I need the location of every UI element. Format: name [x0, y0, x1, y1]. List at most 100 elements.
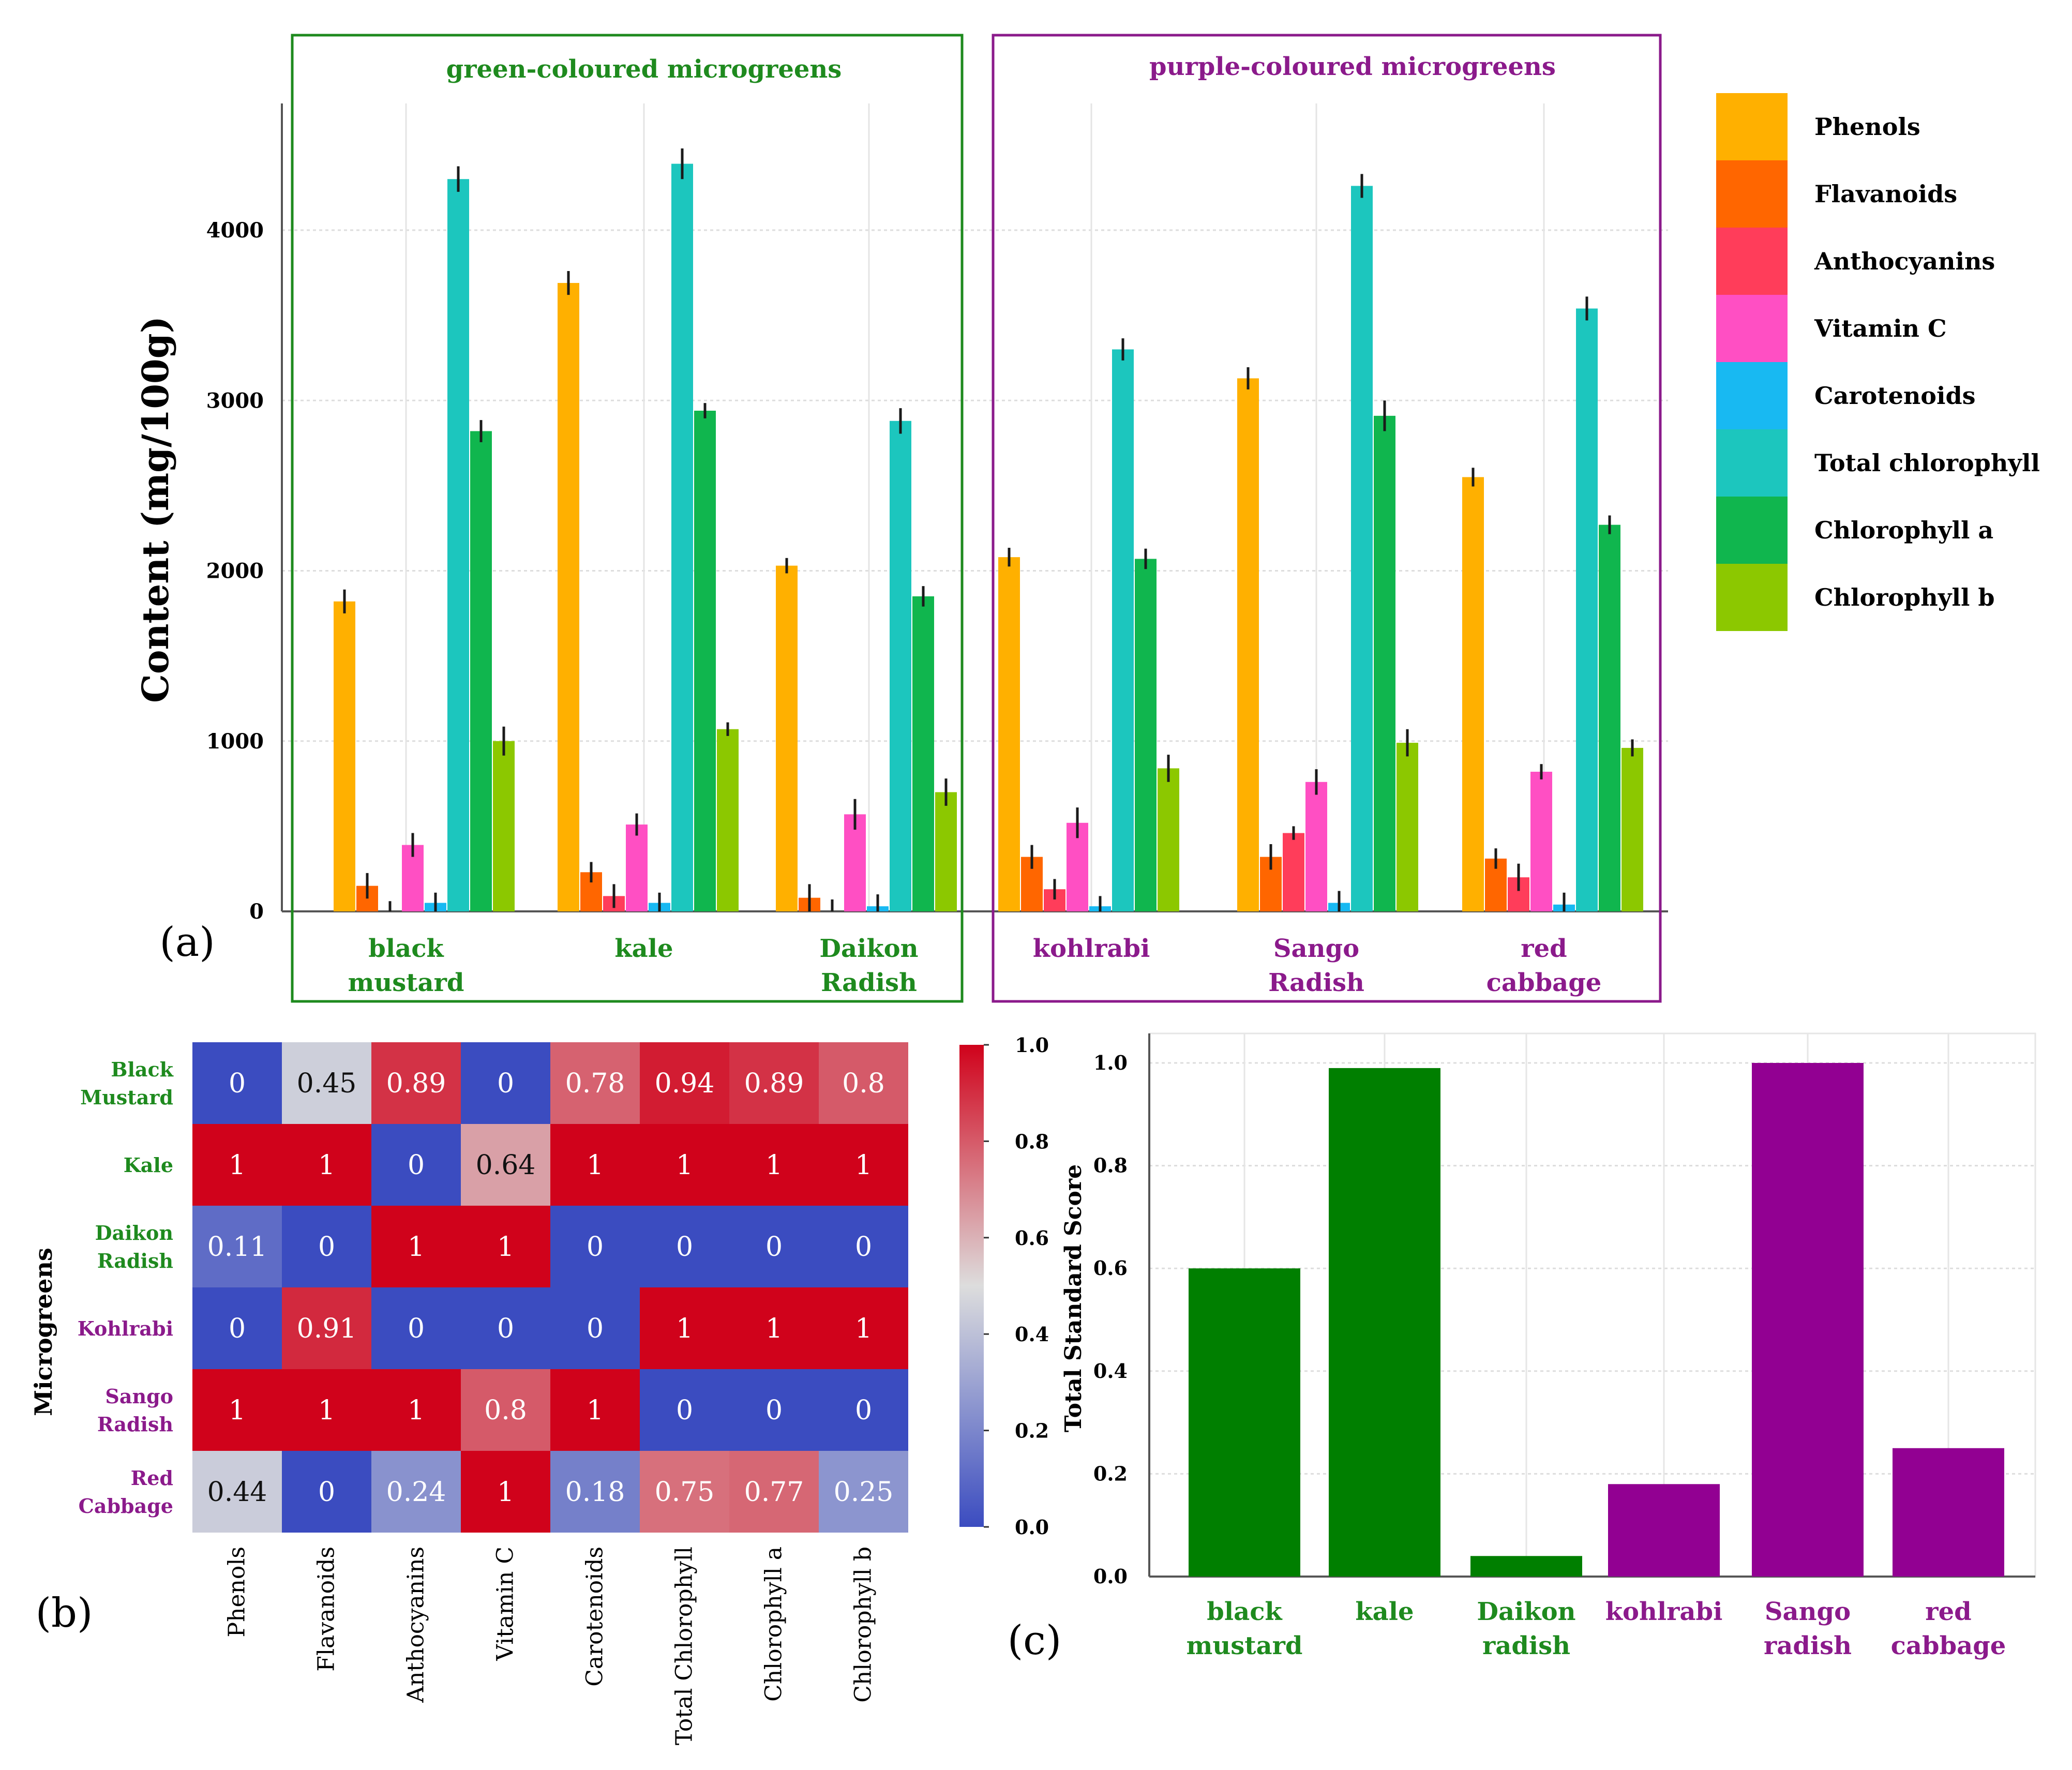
- x-tick-label: radish: [1764, 1631, 1852, 1660]
- y-tick-label: 0.2: [1093, 1462, 1128, 1485]
- heatmap-cell: [371, 1451, 461, 1533]
- heatmap-cell: [461, 1369, 550, 1451]
- heatmap-value: 1: [318, 1150, 335, 1181]
- bar: [1397, 743, 1418, 911]
- heatmap-value: 0: [229, 1068, 246, 1099]
- heatmap-cell: [819, 1451, 908, 1533]
- x-tick-label: Daikon: [1477, 1597, 1575, 1626]
- heatmap-value: 0: [587, 1232, 604, 1263]
- bar: [694, 411, 716, 911]
- heatmap-value: 1: [497, 1477, 514, 1508]
- heatmap-value: 0: [765, 1395, 783, 1426]
- bar: [717, 729, 739, 911]
- heatmap-value: 0: [497, 1313, 514, 1344]
- bar: [1189, 1268, 1300, 1577]
- heatmap-value: 1: [587, 1150, 604, 1181]
- heatmap-cell: [640, 1287, 729, 1369]
- panel-b-heatmap: 0 0.45 0.89 0 0.78 0.94 0.89 0.8 1 1 0 0.64 1 1 1 1 0.11…: [29, 1033, 1049, 1745]
- x-tick-label: radish: [1482, 1631, 1570, 1660]
- bar: [671, 163, 693, 911]
- x-tick-label: kale: [614, 934, 673, 963]
- panel-a-bar-chart: 0 1000 2000 3000 4000 Content (mg/100g) green-…: [134, 34, 2040, 1003]
- x-tick-label: Daikon: [819, 934, 918, 963]
- y-axis-label: Total Standard Score: [1060, 1164, 1087, 1432]
- group-box-green: [291, 34, 964, 1003]
- panel-label-c: (c): [1008, 1617, 1062, 1664]
- heatmap-cell: [550, 1369, 640, 1451]
- heatmap-value: 1: [765, 1150, 783, 1181]
- legend-label: Anthocyanins: [1814, 247, 1995, 275]
- heatmap-cell: [819, 1287, 908, 1369]
- colorbar-tick-label: 0.8: [1015, 1130, 1049, 1153]
- legend-swatch: [1716, 497, 1788, 564]
- heatmap-value: 1: [408, 1395, 425, 1426]
- heatmap-cell: [371, 1042, 461, 1124]
- heatmap-value: 0.89: [386, 1068, 446, 1099]
- group-title-purple: purple-coloured microgreens: [1149, 52, 1556, 81]
- heatmap-cell: [729, 1369, 819, 1451]
- heatmap-value: 0: [408, 1313, 425, 1344]
- heatmap-value: 0: [855, 1395, 872, 1426]
- y-tick-label: 3000: [206, 388, 264, 413]
- heatmap-cell: [371, 1287, 461, 1369]
- heatmap-col-label: Chlorophyll a: [761, 1547, 787, 1702]
- colorbar-tick-label: 0.6: [1015, 1226, 1049, 1250]
- y-tick-label: 1.0: [1093, 1051, 1128, 1074]
- x-tick-label: Sango: [1273, 934, 1359, 963]
- bar: [1462, 477, 1484, 911]
- heatmap-value: 1: [676, 1150, 693, 1181]
- heatmap-value: 0.44: [207, 1477, 267, 1508]
- bar: [334, 601, 355, 911]
- legend-label: Total chlorophyll: [1814, 449, 2040, 477]
- colorbar-tick-label: 1.0: [1015, 1033, 1049, 1057]
- heatmap-cell: [819, 1124, 908, 1206]
- heatmap-value: 1: [408, 1232, 425, 1263]
- heatmap-value: 0.45: [297, 1068, 357, 1099]
- heatmap-col-label: Carotenoids: [582, 1547, 608, 1687]
- heatmap-cell: [461, 1206, 550, 1287]
- bar: [447, 179, 469, 912]
- legend-swatch: [1716, 228, 1788, 295]
- y-tick-label: 1000: [206, 729, 264, 754]
- heatmap-value: 1: [855, 1150, 872, 1181]
- heatmap-value: 0.75: [655, 1477, 715, 1508]
- heatmap-value: 1: [318, 1395, 335, 1426]
- y-tick-label: 0: [249, 899, 264, 924]
- heatmap-cell: [729, 1206, 819, 1287]
- bar: [1893, 1448, 2004, 1577]
- legend-swatch: [1716, 295, 1788, 362]
- heatmap-value: 0: [229, 1313, 246, 1344]
- x-tick-label: Sango: [1765, 1597, 1851, 1626]
- colorbar-tick-label: 0.4: [1015, 1323, 1049, 1346]
- heatmap-cell: [550, 1451, 640, 1533]
- heatmap-cell: [461, 1451, 550, 1533]
- legend-swatch: [1716, 564, 1788, 631]
- heatmap-value: 0: [676, 1232, 693, 1263]
- heatmap-cell: [461, 1287, 550, 1369]
- bar: [1135, 559, 1157, 911]
- heatmap-value: 0: [497, 1068, 514, 1099]
- heatmap-col-label: Chlorophyll b: [850, 1547, 877, 1703]
- heatmap-value: 0.24: [386, 1477, 446, 1508]
- heatmap-cell: [640, 1369, 729, 1451]
- y-tick-label: 2000: [206, 559, 264, 583]
- bar: [1351, 186, 1373, 911]
- bar: [1752, 1063, 1864, 1577]
- y-axis-label: Content (mg/100g): [134, 316, 177, 703]
- heatmap-value: 1: [497, 1232, 514, 1263]
- heatmap-cell: [640, 1042, 729, 1124]
- heatmap-value: 0.8: [484, 1395, 527, 1426]
- heatmap-cell: [550, 1124, 640, 1206]
- legend-swatch: [1716, 93, 1788, 160]
- colorbar-tick-label: 0.2: [1015, 1419, 1049, 1443]
- heatmap-row-label: Sango: [105, 1385, 173, 1408]
- heatmap-cell: [282, 1206, 371, 1287]
- heatmap-cell: [192, 1451, 282, 1533]
- heatmap-value: 0: [408, 1150, 425, 1181]
- bar: [1608, 1484, 1720, 1577]
- heatmap-cell: [550, 1206, 640, 1287]
- legend-swatch: [1716, 429, 1788, 497]
- heatmap-value: 0.77: [744, 1477, 804, 1508]
- heatmap-value: 0.11: [207, 1232, 267, 1263]
- heatmap-cell: [819, 1369, 908, 1451]
